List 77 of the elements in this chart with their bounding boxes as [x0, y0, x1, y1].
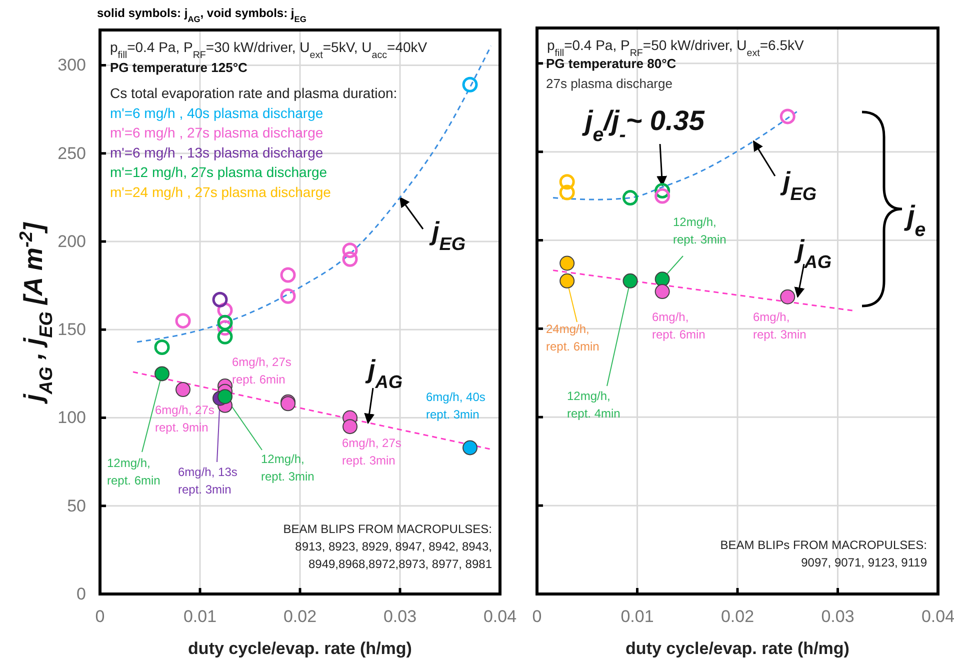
text: m'=6 mg/h , 13s plasma discharge	[110, 144, 324, 160]
x-tick-label: 0.04	[921, 607, 954, 626]
annotation: 6mg/h, 40s rept. 3min	[426, 390, 486, 422]
point	[280, 267, 296, 283]
y-tick-label: 50	[67, 496, 86, 516]
point	[176, 382, 190, 398]
annotation: j$_{e}$/j$_{-}$~ 0.35	[581, 105, 705, 146]
annotation: j$_{EG}$	[780, 166, 817, 204]
annotation: 6mg/h, rept. 6min	[652, 310, 706, 342]
x-tick-label: 0.02	[720, 607, 754, 626]
point	[217, 314, 233, 330]
point	[654, 284, 670, 300]
annotation: 6mg/h, 27s rept. 9min	[155, 403, 214, 434]
point	[154, 366, 170, 382]
point	[622, 190, 638, 206]
point	[622, 273, 638, 288]
point	[154, 340, 170, 355]
text: m'=6 mg/h , 27s plasma discharge	[110, 124, 324, 141]
annotation: 12mg/h, rept. 6min	[107, 456, 160, 488]
legend-title: Cs total evaporation rate and plasma duration:	[110, 85, 398, 101]
x-tick-label: 0.02	[283, 607, 317, 626]
annotation: 6mg/h, 13s rept. 3min	[178, 465, 238, 496]
x-tick-label: 0.04	[483, 607, 517, 626]
annotation: PG temperature 125°C	[110, 60, 248, 75]
annotation: 12mg/h, rept. 4min	[567, 389, 620, 420]
x-tick-label: 0.03	[821, 607, 854, 626]
y-tick-label: 150	[58, 320, 86, 340]
annotation: 12mg/h, rept. 3min	[673, 215, 726, 246]
y-tick-label: 250	[58, 144, 86, 163]
point	[280, 288, 296, 304]
legend-label: m'=24 mg/h , 27s plasma discharge	[110, 184, 332, 200]
annotation: j$_{e}$	[903, 200, 926, 241]
text: p$_{fill}$=0.4 Pa, P$_{RF}$=50 kW/driver, U$_{ext}$=6.5kV	[547, 37, 804, 58]
y-tick-label: 0	[76, 584, 86, 604]
x-tick-label: 0	[95, 607, 105, 626]
point	[212, 292, 228, 308]
point	[218, 389, 232, 404]
point	[780, 289, 796, 304]
x-tick-label: 0.03	[383, 607, 417, 626]
annotation: PG temperature 80°C	[546, 56, 677, 71]
point	[175, 313, 191, 329]
x-tick-label: 0	[532, 607, 542, 626]
point	[654, 272, 670, 287]
annotation: 24mg/h, rept. 6min	[546, 322, 600, 354]
point	[342, 242, 358, 258]
annotation: BEAM BLIPS FROM MACROPULSES: 8913, 8923, 8929, 8947, 8942, 8943, 8949,8968,8972,8973, 8977, 8981	[283, 522, 492, 571]
x-tick-label: 0.01	[183, 607, 217, 626]
annotation: 6mg/h, rept. 3min	[753, 310, 806, 342]
text: m'=6 mg/h , 40s plasma discharge	[110, 105, 324, 121]
annotation: 12mg/h, rept. 3min	[261, 452, 314, 484]
point	[654, 188, 670, 204]
annotation: BEAM BLIPs FROM MACROPULSES: 9097, 9071, 9123, 9119	[720, 538, 928, 570]
annotation: 27s plasma discharge	[546, 76, 672, 91]
point	[342, 419, 358, 434]
point	[560, 256, 575, 271]
x-axis-title: duty cycle/evap. rate (h/mg)	[626, 639, 850, 658]
point	[342, 251, 358, 267]
annotation: j$_{AG}$	[794, 234, 832, 272]
point	[462, 440, 478, 456]
text: m'=12 mg/h, 27s plasma discharge	[110, 164, 328, 180]
point	[559, 184, 575, 200]
annotation: 6mg/h, 27s rept. 6min	[232, 355, 292, 386]
point	[462, 76, 478, 92]
annotation: 6mg/h, 27s rept. 3min	[342, 436, 402, 468]
point	[780, 108, 796, 124]
point	[560, 273, 575, 288]
point	[559, 174, 575, 190]
x-tick-label: 0.01	[620, 607, 654, 626]
x-axis-title: duty cycle/evap. rate (h/mg)	[188, 639, 412, 658]
y-tick-label: 100	[58, 408, 86, 428]
y-tick-label: 300	[58, 56, 86, 75]
text: p$_{fill}$=0.4 Pa, P$_{RF}$=30 kW/driver, U$_{ext}$=5kV, U$_{acc}$=40kV	[110, 39, 428, 60]
annotation: j$_{AG}$	[365, 354, 403, 392]
point	[217, 328, 233, 344]
chart-title: solid symbols: j$_{AG}$, void symbols: j$_{EG}$	[97, 6, 306, 24]
y-tick-label: 200	[58, 232, 86, 251]
annotation: j$_{EG}$	[429, 216, 466, 254]
